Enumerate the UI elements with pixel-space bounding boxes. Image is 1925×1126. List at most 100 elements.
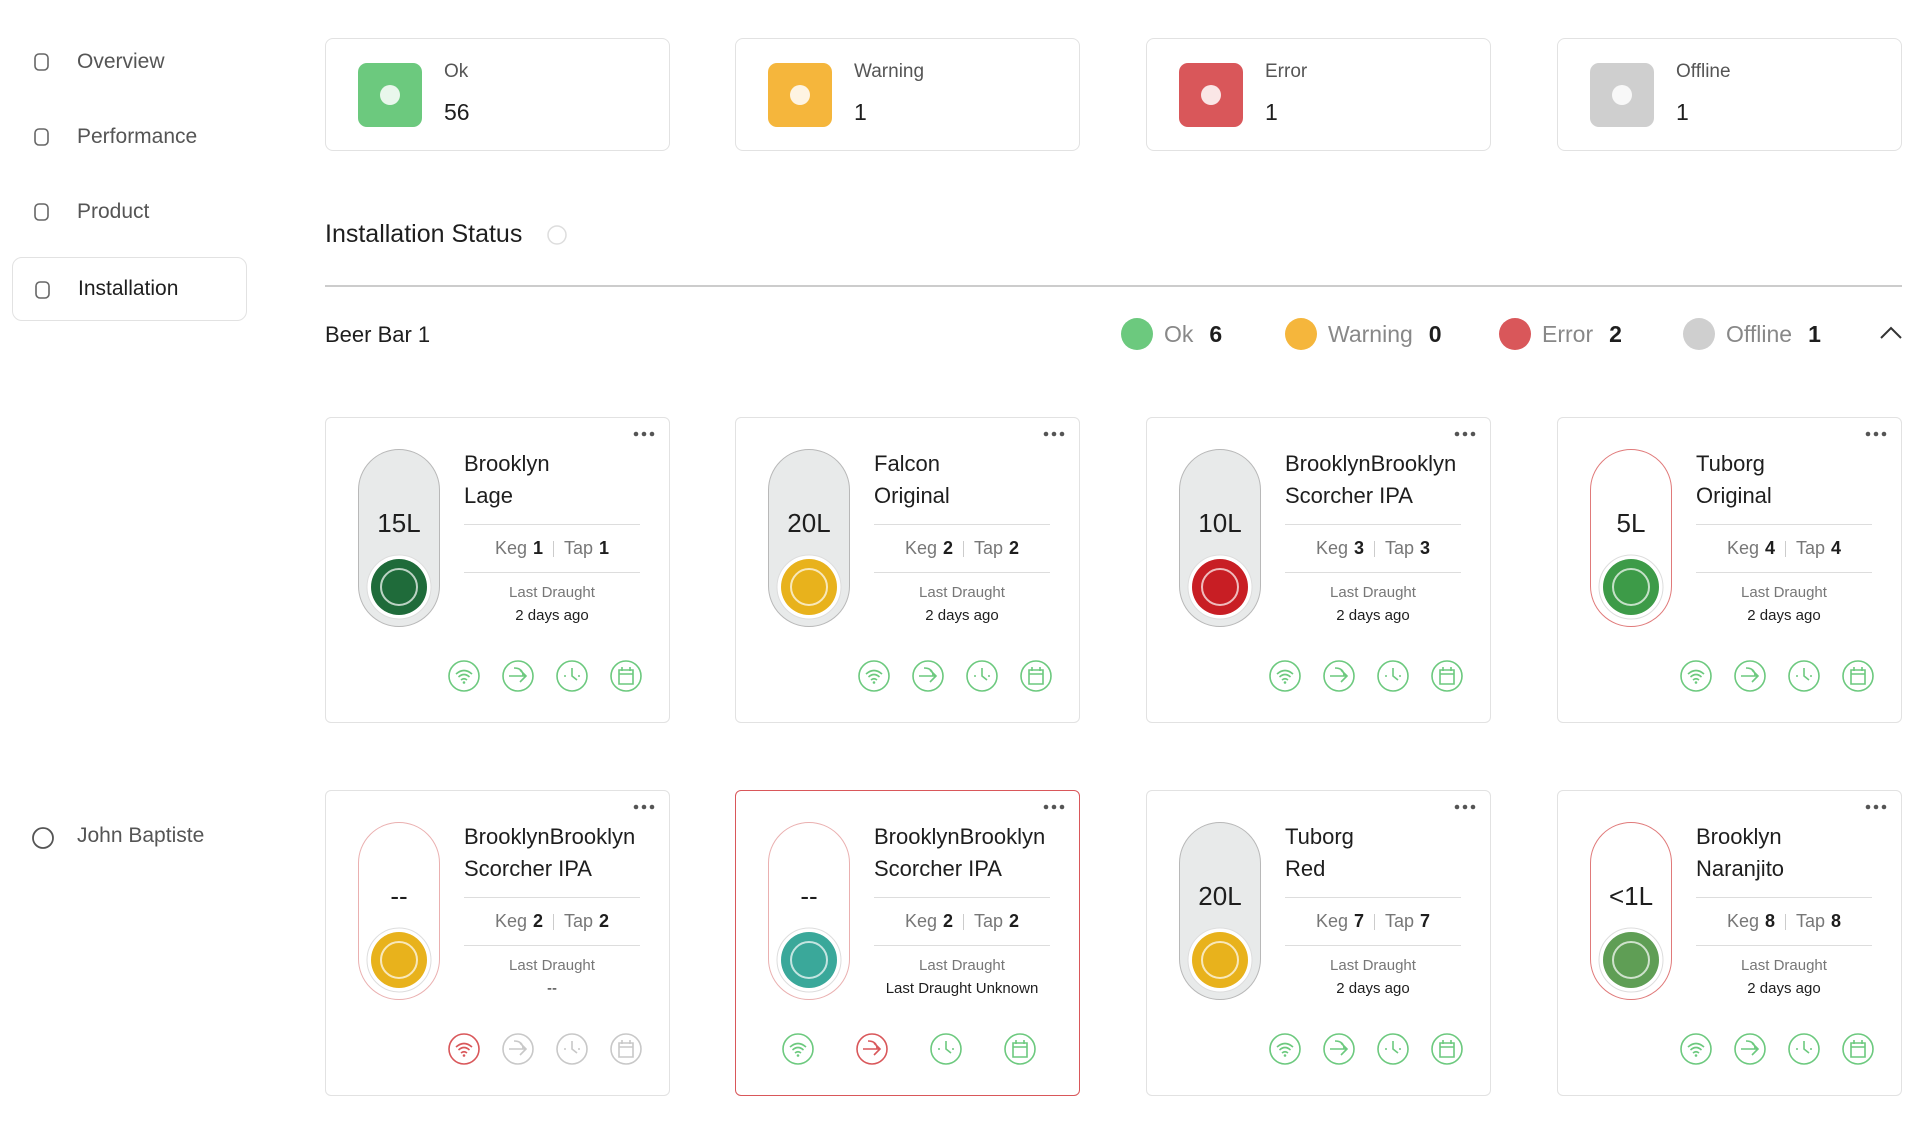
more-menu[interactable] bbox=[1863, 428, 1889, 440]
status-indicator[interactable] bbox=[781, 1032, 815, 1066]
status-indicator[interactable] bbox=[609, 659, 643, 693]
icon-shape bbox=[1285, 318, 1317, 350]
keg-name: Brooklyn bbox=[1696, 824, 1782, 849]
icon-ring bbox=[1377, 1033, 1409, 1065]
keg-volume: 20L bbox=[787, 508, 831, 538]
more-menu[interactable] bbox=[1452, 428, 1478, 440]
keg-label: Keg bbox=[1726, 911, 1759, 931]
icon-shape bbox=[1612, 85, 1632, 105]
icon-shape bbox=[1059, 431, 1065, 437]
nav-item[interactable]: Installation bbox=[12, 257, 247, 321]
keg-name: Tuborg bbox=[1285, 824, 1354, 849]
keg-card[interactable]: 20L Tuborg Red Keg 7 Tap 7 Last Draught 2 days a… bbox=[1146, 790, 1491, 1096]
more-menu[interactable] bbox=[1041, 801, 1067, 813]
status-indicator[interactable] bbox=[1376, 659, 1410, 693]
status-indicator[interactable] bbox=[857, 659, 891, 693]
status-indicator[interactable] bbox=[501, 659, 535, 693]
keg-label: Keg bbox=[904, 911, 937, 931]
more-menu[interactable] bbox=[631, 428, 657, 440]
divider-bar bbox=[963, 540, 964, 557]
status-indicator[interactable] bbox=[1733, 1032, 1767, 1066]
last-draught-label: Last Draught bbox=[919, 584, 1005, 601]
status-indicator[interactable] bbox=[929, 1032, 963, 1066]
icon-shape bbox=[618, 1040, 634, 1058]
status-indicator[interactable] bbox=[1430, 1032, 1464, 1066]
bar-status[interactable]: Ok 6 bbox=[1120, 317, 1222, 351]
keg-card[interactable]: <1L Brooklyn Naranjito Keg 8 Tap 8 Last Draught… bbox=[1557, 790, 1902, 1096]
nav-item[interactable]: Overview bbox=[12, 30, 247, 94]
icon-shape bbox=[35, 281, 50, 299]
more-menu[interactable] bbox=[631, 801, 657, 813]
icon-shape bbox=[1881, 804, 1887, 810]
icon-ring bbox=[448, 1033, 480, 1065]
keg-card[interactable]: 20L Falcon Original Keg 2 Tap 2 Last Draught 2 d… bbox=[735, 417, 1080, 723]
icon-ring bbox=[966, 660, 998, 692]
status-indicator[interactable] bbox=[1322, 659, 1356, 693]
status-indicator[interactable] bbox=[555, 1032, 589, 1066]
icon-ring bbox=[930, 1033, 962, 1065]
status-indicator[interactable] bbox=[555, 659, 589, 693]
status-indicator[interactable] bbox=[1003, 1032, 1037, 1066]
nav-item[interactable]: Performance bbox=[12, 105, 247, 169]
collapse-toggle[interactable] bbox=[1878, 322, 1904, 342]
keg-number: 3 bbox=[1353, 538, 1364, 558]
keg-tap: Keg 1 Tap 1 bbox=[464, 538, 640, 559]
keg-card[interactable]: 10L BrooklynBrooklyn Scorcher IPA Keg 3 Tap 3 L… bbox=[1146, 417, 1491, 723]
keg-card[interactable]: 15L Brooklyn Lage Keg 1 Tap 1 Last Draught 2 day… bbox=[325, 417, 670, 723]
user-name[interactable]: John Baptiste bbox=[77, 824, 205, 847]
icon-shape bbox=[1192, 559, 1248, 615]
status-indicator[interactable] bbox=[1430, 659, 1464, 693]
status-indicator[interactable] bbox=[1733, 659, 1767, 693]
keg-card[interactable]: -- BrooklynBrooklyn Scorcher IPA Keg 2 Tap 2 La… bbox=[325, 790, 670, 1096]
icon-shape bbox=[974, 668, 990, 681]
nav-icon bbox=[34, 128, 49, 146]
summary-card: Ok 56 bbox=[325, 38, 670, 151]
separator bbox=[1696, 524, 1872, 525]
status-indicator[interactable] bbox=[1268, 659, 1302, 693]
keg-volume: 15L bbox=[377, 508, 421, 538]
status-indicator[interactable] bbox=[1679, 1032, 1713, 1066]
bar-status[interactable]: Warning 0 bbox=[1284, 317, 1442, 351]
more-menu[interactable] bbox=[1863, 801, 1889, 813]
icon-shape bbox=[1043, 804, 1049, 810]
keg-card[interactable]: 5L Tuborg Original Keg 4 Tap 4 Last Draught 2 da… bbox=[1557, 417, 1902, 723]
nav-item[interactable]: Product bbox=[12, 180, 247, 244]
status-indicator[interactable] bbox=[1841, 659, 1875, 693]
status-indicator[interactable] bbox=[447, 659, 481, 693]
icon-shape bbox=[633, 431, 639, 437]
keg-name: Brooklyn bbox=[464, 451, 550, 476]
help-icon bbox=[547, 225, 567, 245]
keg-card[interactable]: -- BrooklynBrooklyn Scorcher IPA Keg 2 Tap 2 La… bbox=[735, 790, 1080, 1096]
tap-label: Tap bbox=[974, 538, 1004, 558]
brand-logo bbox=[776, 927, 842, 993]
status-indicator[interactable] bbox=[1376, 1032, 1410, 1066]
status-indicator[interactable] bbox=[855, 1032, 889, 1066]
status-indicator[interactable] bbox=[1787, 659, 1821, 693]
tap-number: 2 bbox=[1009, 538, 1020, 558]
status-indicator[interactable] bbox=[609, 1032, 643, 1066]
status-indicator[interactable] bbox=[1019, 659, 1053, 693]
bar-status[interactable]: Offline 1 bbox=[1682, 317, 1821, 351]
status-indicator[interactable] bbox=[1841, 1032, 1875, 1066]
icon-shape bbox=[1051, 431, 1057, 437]
status-indicator[interactable] bbox=[447, 1032, 481, 1066]
status-indicator[interactable] bbox=[965, 659, 999, 693]
keg-name: Scorcher IPA bbox=[1285, 483, 1413, 508]
keg-tap: Keg 2 Tap 2 bbox=[464, 911, 640, 932]
status-indicator[interactable] bbox=[1322, 1032, 1356, 1066]
last-draught-value: 2 days ago bbox=[1747, 980, 1821, 997]
icon-ring bbox=[856, 1033, 888, 1065]
status-indicator[interactable] bbox=[1679, 659, 1713, 693]
bar-status[interactable]: Error 2 bbox=[1498, 317, 1622, 351]
status-indicator[interactable] bbox=[1268, 1032, 1302, 1066]
status-indicator[interactable] bbox=[501, 1032, 535, 1066]
more-menu[interactable] bbox=[1041, 428, 1067, 440]
status-count: 1 bbox=[1808, 320, 1821, 347]
keg-name: Red bbox=[1285, 856, 1326, 881]
status-dot bbox=[1499, 318, 1531, 350]
keg-number: 8 bbox=[1764, 911, 1775, 931]
status-indicator[interactable] bbox=[911, 659, 945, 693]
status-indicator[interactable] bbox=[1787, 1032, 1821, 1066]
more-menu[interactable] bbox=[1452, 801, 1478, 813]
status-dot bbox=[1285, 318, 1317, 350]
